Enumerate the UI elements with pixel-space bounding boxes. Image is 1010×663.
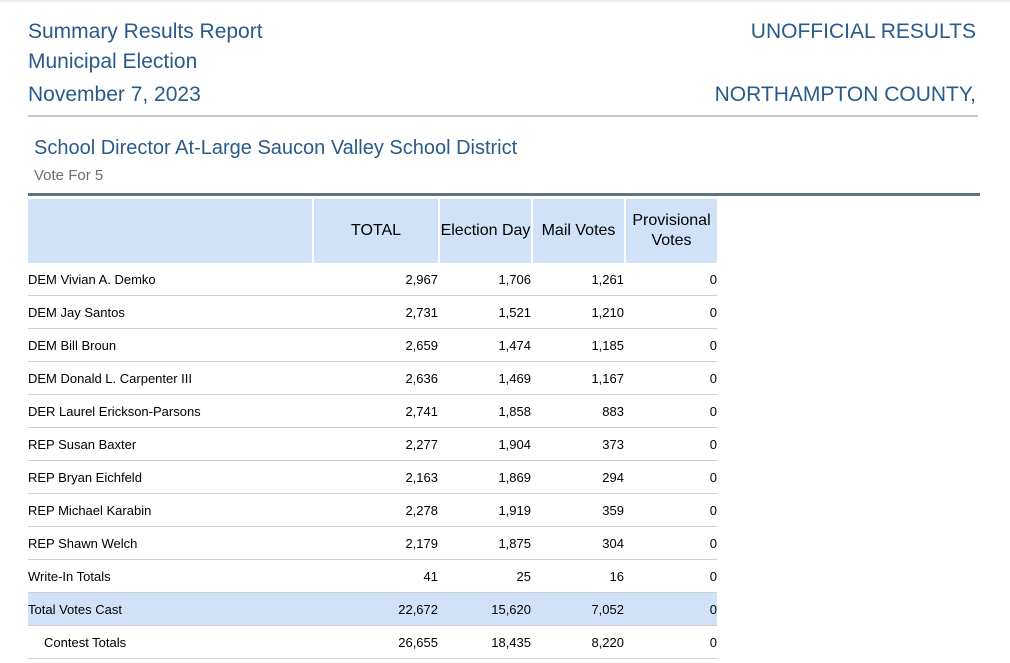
provisional-value: 0 — [624, 428, 717, 461]
candidate-name: REP Shawn Welch — [28, 527, 312, 560]
mail-votes-value: 16 — [531, 560, 624, 593]
provisional-value: 0 — [624, 461, 717, 494]
total-value: 2,659 — [312, 329, 438, 362]
table-row: REP Bryan Eichfeld 2,163 1,869 294 0 — [28, 461, 717, 494]
top-border — [0, 0, 1010, 2]
header-total: TOTAL — [312, 199, 438, 263]
provisional-value: 0 — [624, 494, 717, 527]
total-value: 2,163 — [312, 461, 438, 494]
provisional-value: 0 — [624, 263, 717, 296]
candidate-name: REP Michael Karabin — [28, 494, 312, 527]
candidate-name: DEM Vivian A. Demko — [28, 263, 312, 296]
provisional-value: 0 — [624, 626, 717, 659]
election-name: Municipal Election — [28, 50, 198, 73]
total-value: 26,655 — [312, 626, 438, 659]
candidate-name: REP Susan Baxter — [28, 428, 312, 461]
results-status: UNOFFICIAL RESULTS — [750, 20, 976, 43]
table-row: REP Michael Karabin 2,278 1,919 359 0 — [28, 494, 717, 527]
mail-votes-value: 294 — [531, 461, 624, 494]
candidate-name: DEM Jay Santos — [28, 296, 312, 329]
provisional-value: 0 — [624, 593, 717, 626]
total-value: 2,967 — [312, 263, 438, 296]
mail-votes-value: 1,185 — [531, 329, 624, 362]
county-name: NORTHAMPTON COUNTY, — [714, 83, 976, 106]
election-day-value: 15,620 — [438, 593, 531, 626]
vote-for-label: Vote For 5 — [34, 167, 104, 184]
provisional-value: 0 — [624, 362, 717, 395]
write-in-label: Write-In Totals — [28, 560, 312, 593]
table-header-row: TOTAL Election Day Mail Votes Provisiona… — [28, 199, 717, 263]
contest-divider — [28, 193, 980, 196]
election-day-value: 1,521 — [438, 296, 531, 329]
election-day-value: 18,435 — [438, 626, 531, 659]
total-value: 41 — [312, 560, 438, 593]
header-provisional-votes: Provisional Votes — [624, 199, 717, 263]
mail-votes-value: 373 — [531, 428, 624, 461]
mail-votes-value: 1,261 — [531, 263, 624, 296]
table-row: Write-In Totals 41 25 16 0 — [28, 560, 717, 593]
mail-votes-value: 304 — [531, 527, 624, 560]
total-value: 2,731 — [312, 296, 438, 329]
contest-totals-cell: Contest Totals — [28, 626, 312, 659]
mail-votes-value: 883 — [531, 395, 624, 428]
table-row: REP Shawn Welch 2,179 1,875 304 0 — [28, 527, 717, 560]
table-row: DEM Vivian A. Demko 2,967 1,706 1,261 0 — [28, 263, 717, 296]
election-day-value: 1,474 — [438, 329, 531, 362]
provisional-value: 0 — [624, 329, 717, 362]
total-value: 2,277 — [312, 428, 438, 461]
election-day-value: 1,904 — [438, 428, 531, 461]
table-row: DEM Jay Santos 2,731 1,521 1,210 0 — [28, 296, 717, 329]
election-day-value: 1,706 — [438, 263, 531, 296]
provisional-value: 0 — [624, 395, 717, 428]
header-mail-votes: Mail Votes — [531, 199, 624, 263]
results-table: TOTAL Election Day Mail Votes Provisiona… — [28, 199, 717, 659]
election-day-value: 1,469 — [438, 362, 531, 395]
report-title: Summary Results Report — [28, 20, 263, 43]
election-day-value: 25 — [438, 560, 531, 593]
total-value: 2,636 — [312, 362, 438, 395]
candidate-name: DER Laurel Erickson-Parsons — [28, 395, 312, 428]
provisional-value: 0 — [624, 527, 717, 560]
table-row: DEM Bill Broun 2,659 1,474 1,185 0 — [28, 329, 717, 362]
header-divider — [28, 115, 978, 117]
header-candidate — [28, 199, 312, 263]
table-row: REP Susan Baxter 2,277 1,904 373 0 — [28, 428, 717, 461]
election-date: November 7, 2023 — [28, 83, 201, 106]
total-votes-cast-row: Total Votes Cast 22,672 15,620 7,052 0 — [28, 593, 717, 626]
total-value: 2,741 — [312, 395, 438, 428]
mail-votes-value: 8,220 — [531, 626, 624, 659]
total-votes-cast-label: Total Votes Cast — [28, 593, 312, 626]
contest-totals-label: Contest Totals — [44, 634, 127, 650]
election-day-value: 1,858 — [438, 395, 531, 428]
table-row: DER Laurel Erickson-Parsons 2,741 1,858 … — [28, 395, 717, 428]
election-day-value: 1,875 — [438, 527, 531, 560]
mail-votes-value: 7,052 — [531, 593, 624, 626]
mail-votes-value: 359 — [531, 494, 624, 527]
total-value: 2,278 — [312, 494, 438, 527]
election-day-value: 1,869 — [438, 461, 531, 494]
provisional-value: 0 — [624, 296, 717, 329]
mail-votes-value: 1,167 — [531, 362, 624, 395]
election-day-value: 1,919 — [438, 494, 531, 527]
total-value: 2,179 — [312, 527, 438, 560]
header-election-day: Election Day — [438, 199, 531, 263]
mail-votes-value: 1,210 — [531, 296, 624, 329]
total-value: 22,672 — [312, 593, 438, 626]
table-row: DEM Donald L. Carpenter III 2,636 1,469 … — [28, 362, 717, 395]
contest-totals-row: Contest Totals 26,655 18,435 8,220 0 — [28, 626, 717, 659]
contest-title: School Director At-Large Saucon Valley S… — [34, 137, 518, 159]
candidate-name: DEM Bill Broun — [28, 329, 312, 362]
candidate-name: DEM Donald L. Carpenter III — [28, 362, 312, 395]
candidate-name: REP Bryan Eichfeld — [28, 461, 312, 494]
provisional-value: 0 — [624, 560, 717, 593]
